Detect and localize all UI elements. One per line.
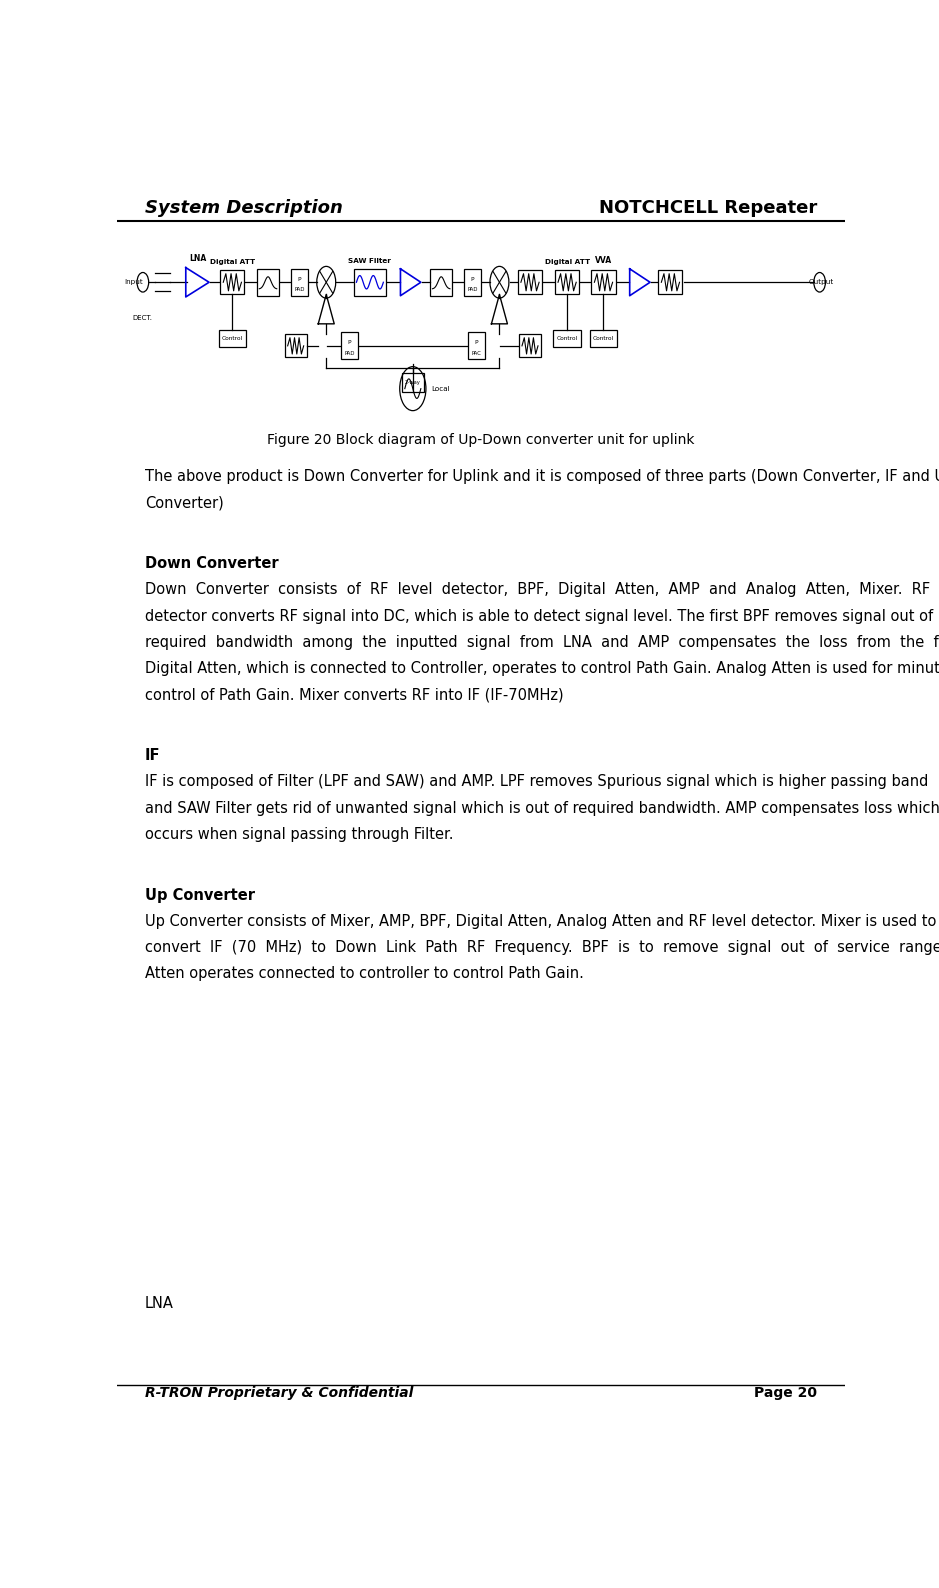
Text: Digital ATT: Digital ATT [545, 259, 590, 265]
Text: control of Path Gain. Mixer converts RF into IF (IF-70MHz): control of Path Gain. Mixer converts RF … [145, 688, 563, 702]
Bar [468, 332, 485, 359]
Bar [519, 333, 541, 357]
Text: Control: Control [593, 337, 614, 341]
Text: SAW Filter: SAW Filter [348, 257, 392, 264]
Text: Control: Control [222, 337, 243, 341]
Text: required  bandwidth  among  the  inputted  signal  from  LNA  and  AMP  compensa: required bandwidth among the inputted si… [145, 635, 939, 649]
Text: Up Converter: Up Converter [145, 888, 255, 902]
Text: Down  Converter  consists  of  RF  level  detector,  BPF,  Digital  Atten,  AMP : Down Converter consists of RF level dete… [145, 583, 939, 597]
Text: PAC: PAC [471, 351, 481, 356]
Text: The above product is Down Converter for Uplink and it is composed of three parts: The above product is Down Converter for … [145, 470, 939, 484]
Text: IF is composed of Filter (LPF and SAW) and AMP. LPF removes Spurious signal whic: IF is composed of Filter (LPF and SAW) a… [145, 775, 929, 789]
Text: Control: Control [557, 337, 577, 341]
Text: DECT.: DECT. [132, 316, 153, 321]
Bar [285, 333, 307, 357]
Text: Local: Local [431, 386, 450, 392]
Bar [341, 332, 358, 359]
Text: IF: IF [145, 748, 161, 764]
Text: Down Converter: Down Converter [145, 556, 279, 572]
Text: P: P [474, 340, 478, 345]
Text: convert  IF  (70  MHz)  to  Down  Link  Path  RF  Frequency.  BPF  is  to  remov: convert IF (70 MHz) to Down Link Path RF… [145, 940, 939, 954]
Bar [555, 270, 579, 294]
Text: Output: Output [808, 279, 834, 286]
Bar [257, 268, 279, 295]
Text: LNA: LNA [145, 1296, 174, 1312]
Bar [592, 270, 615, 294]
Bar [658, 270, 683, 294]
Text: occurs when signal passing through Filter.: occurs when signal passing through Filte… [145, 827, 454, 842]
Text: P: P [470, 276, 474, 281]
Text: PAD: PAD [294, 287, 304, 292]
Text: PAD: PAD [468, 287, 478, 292]
Text: Digital ATT: Digital ATT [209, 259, 254, 265]
Bar [464, 268, 481, 295]
Text: Digital Atten, which is connected to Controller, operates to control Path Gain. : Digital Atten, which is connected to Con… [145, 661, 939, 676]
Text: NOTCHCELL Repeater: NOTCHCELL Repeater [599, 200, 818, 218]
Text: Input: Input [125, 279, 144, 286]
Text: System Description: System Description [145, 200, 343, 218]
Text: R-TRON Proprietary & Confidential: R-TRON Proprietary & Confidential [145, 1386, 413, 1401]
Text: P: P [298, 276, 301, 281]
Bar [291, 268, 308, 295]
Text: P: P [347, 340, 351, 345]
Bar [430, 268, 453, 295]
Text: 2-way: 2-way [405, 380, 421, 384]
Text: Converter): Converter) [145, 495, 223, 511]
Bar [553, 330, 581, 348]
Bar [518, 270, 542, 294]
Text: Page 20: Page 20 [754, 1386, 818, 1401]
Bar [354, 268, 386, 295]
Bar [219, 330, 246, 348]
Text: detector converts RF signal into DC, which is able to detect signal level. The f: detector converts RF signal into DC, whi… [145, 608, 933, 624]
Text: Up Converter consists of Mixer, AMP, BPF, Digital Atten, Analog Atten and RF lev: Up Converter consists of Mixer, AMP, BPF… [145, 913, 936, 929]
Text: Atten operates connected to controller to control Path Gain.: Atten operates connected to controller t… [145, 967, 584, 981]
Text: LNA: LNA [189, 254, 206, 262]
Text: VVA: VVA [595, 256, 612, 265]
Text: Figure 20 Block diagram of Up-Down converter unit for uplink: Figure 20 Block diagram of Up-Down conve… [268, 432, 695, 446]
Bar [590, 330, 617, 348]
Text: and SAW Filter gets rid of unwanted signal which is out of required bandwidth. A: and SAW Filter gets rid of unwanted sign… [145, 800, 939, 816]
Text: PAD: PAD [345, 351, 355, 356]
Bar [221, 270, 244, 294]
Bar [402, 373, 423, 392]
